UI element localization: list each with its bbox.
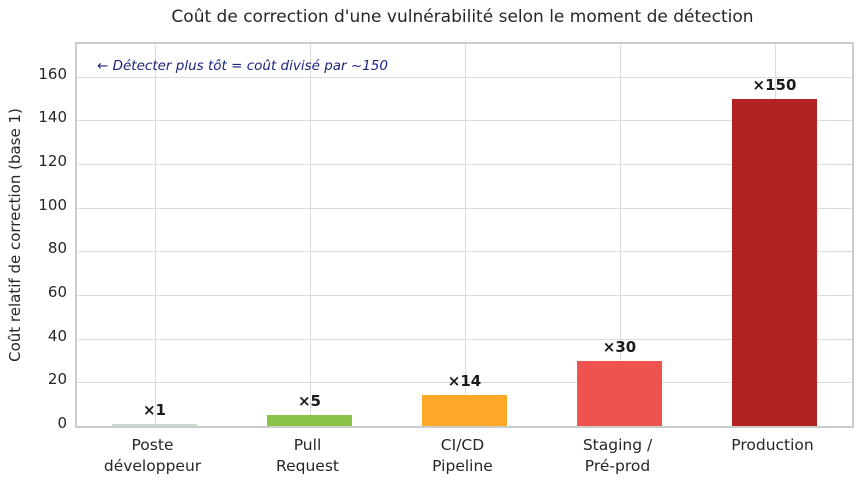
bar-value-label: ×150	[752, 75, 797, 94]
bar-value-label: ×5	[297, 392, 322, 411]
x-tick-label: Staging / Pré-prod	[582, 436, 653, 476]
bar-value-label: ×1	[142, 400, 167, 419]
bar	[732, 98, 817, 426]
bar-value-label: ×30	[602, 337, 637, 356]
y-tick-label: 120	[38, 152, 67, 171]
y-tick-label: 40	[47, 326, 67, 345]
annotation: ← Détecter plus tôt = coût divisé par ~1…	[97, 58, 388, 74]
v-gridline	[464, 44, 466, 426]
y-tick-label: 140	[38, 108, 67, 127]
bar	[422, 395, 507, 426]
v-gridline	[309, 44, 311, 426]
bar	[577, 360, 662, 426]
y-tick-label: 160	[38, 64, 67, 83]
bar-value-label: ×14	[447, 372, 482, 391]
x-tick-label: Production	[731, 436, 814, 454]
chart-title: Coût de correction d'une vulnérabilité s…	[171, 7, 754, 27]
v-gridline	[619, 44, 621, 426]
y-tick-label: 60	[47, 283, 67, 302]
y-tick-label: 0	[57, 414, 67, 432]
y-tick-label: 20	[47, 370, 67, 389]
x-tick-label: Pull Request	[276, 436, 339, 476]
x-tick-label: Poste développeur	[103, 436, 202, 476]
y-tick-label: 80	[47, 239, 67, 258]
bar	[267, 415, 352, 426]
bar	[112, 423, 197, 426]
plot-area: ×1 ×5 ×14 ×30 ×150 ← Détecter plus tôt = coû…	[75, 42, 854, 428]
y-tick-label: 100	[38, 195, 67, 214]
x-tick-label: CI/CD Pipeline	[432, 436, 493, 476]
v-gridline	[154, 44, 156, 426]
